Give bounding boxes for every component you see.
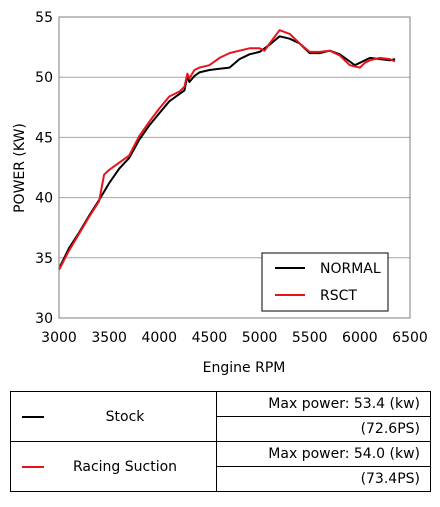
racing-ps: (73.4PS): [216, 466, 431, 492]
stock-line-swatch: [22, 415, 44, 418]
y-tick-label: 45: [35, 130, 53, 146]
series-line-rsct: [58, 29, 396, 271]
x-tick-label: 6000: [342, 330, 378, 346]
stock-name-cell: Stock: [10, 391, 217, 442]
x-tick-label: 5500: [292, 330, 328, 346]
table-row-racing-ps: (73.4PS): [11, 466, 431, 492]
series-line-normal: [58, 35, 396, 270]
x-tick-label: 5000: [242, 330, 278, 346]
legend-label-normal: NORMAL: [320, 261, 381, 277]
x-tick-label: 3000: [41, 330, 77, 346]
stock-label: Stock: [105, 408, 145, 425]
plot-frame: [58, 16, 411, 319]
racing-line-swatch: [22, 465, 44, 468]
x-tick-label: 4500: [192, 330, 228, 346]
legend-label-rsct: RSCT: [320, 288, 357, 304]
x-tick-labels: 3000 3500 4000 4500 5000 5500 6000 6500: [41, 330, 428, 346]
y-tick-label: 50: [35, 70, 53, 86]
racing-name-cell: Racing Suction: [10, 441, 217, 492]
y-axis-label: POWER (KW): [12, 123, 28, 213]
racing-label: Racing Suction: [72, 458, 178, 475]
power-summary-table: Stock Max power: 53.4 (kw) (72.6PS) Raci…: [10, 391, 431, 492]
y-tick-label: 30: [35, 311, 53, 327]
y-tick-label: 35: [35, 251, 53, 267]
x-tick-label: 4000: [141, 330, 177, 346]
legend: NORMAL RSCT: [261, 252, 389, 312]
table-row-stock-ps: (72.6PS): [11, 416, 431, 442]
legend-box: [261, 252, 389, 312]
table-row-racing: Racing Suction Max power: 54.0 (kw): [10, 441, 431, 492]
x-tick-label: 6500: [392, 330, 428, 346]
x-tick-label: 3500: [91, 330, 127, 346]
y-tick-label: 55: [35, 10, 53, 26]
y-tick-label: 40: [35, 191, 53, 207]
power-chart: 3000 3500 4000 4500 5000 5500 6000 6500 30 35 40 4…: [12, 10, 428, 376]
stock-ps: (72.6PS): [216, 416, 431, 442]
stock-max-power: Max power: 53.4 (kw): [216, 391, 431, 417]
y-tick-labels: 30 35 40 45 50 55: [35, 10, 53, 327]
racing-max-power: Max power: 54.0 (kw): [216, 441, 431, 467]
table-row-stock: Stock Max power: 53.4 (kw): [10, 391, 431, 442]
x-axis-label: Engine RPM: [203, 360, 286, 376]
series-layer: [58, 29, 396, 271]
